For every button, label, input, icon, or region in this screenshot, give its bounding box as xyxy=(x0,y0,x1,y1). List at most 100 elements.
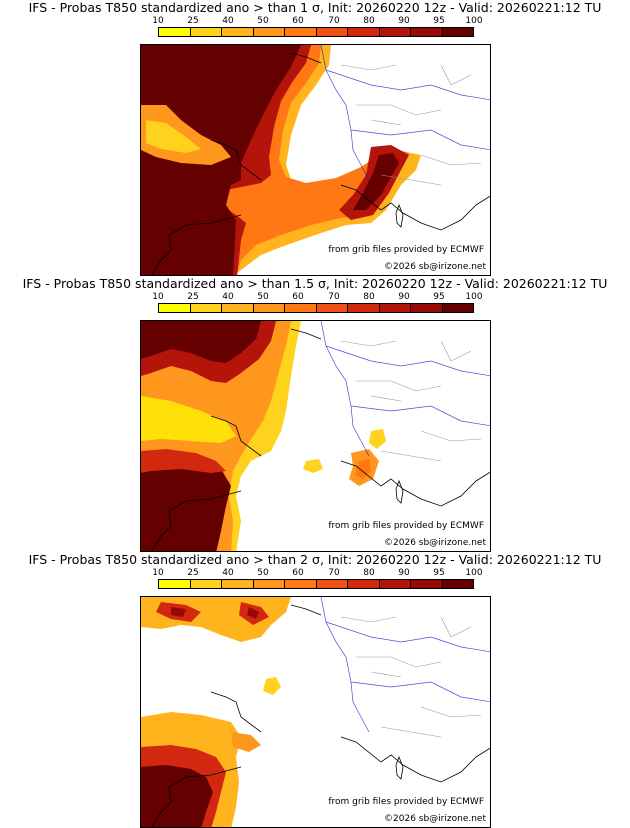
prob-field-west-max xyxy=(141,765,213,827)
region-borders xyxy=(340,616,482,738)
legend-tick: 25 xyxy=(187,16,199,26)
legend-tick-labels: 10 25 40 50 60 70 80 90 95 100 xyxy=(152,292,482,302)
prob-field-south xyxy=(303,459,323,473)
legend-swatch xyxy=(316,28,348,36)
legend-tick: 40 xyxy=(222,16,234,26)
probability-map: from grib files provided by ECMWF ©2026 … xyxy=(140,44,491,276)
legend-swatch xyxy=(442,28,473,36)
country-borders xyxy=(320,321,490,457)
legend-swatch xyxy=(411,304,443,312)
legend-swatch xyxy=(442,580,473,588)
island-corsica xyxy=(395,479,404,504)
legend-swatch xyxy=(379,304,411,312)
region-borders xyxy=(340,340,482,462)
legend-swatch xyxy=(159,580,191,588)
legend-swatch xyxy=(285,304,317,312)
legend-swatch xyxy=(316,304,348,312)
copyright-credit: ©2026 sb@irizone.net xyxy=(384,538,486,548)
map-panel-3: IFS - Probas T850 standardized ano > tha… xyxy=(0,552,630,828)
legend-tick-labels: 10 25 40 50 60 70 80 90 95 100 xyxy=(152,568,482,578)
legend-tick: 90 xyxy=(398,292,410,302)
prob-field-atlantic xyxy=(141,396,236,443)
legend-swatch xyxy=(379,580,411,588)
legend-tick: 80 xyxy=(363,16,375,26)
prob-field-north-max xyxy=(171,607,259,619)
legend-swatch xyxy=(285,580,317,588)
legend-tick: 40 xyxy=(222,292,234,302)
map-graphic xyxy=(141,45,490,275)
coastline xyxy=(151,52,490,275)
legend-tick-labels: 10 25 40 50 60 70 80 90 95 100 xyxy=(152,16,482,26)
legend-swatch xyxy=(190,304,222,312)
legend-tick: 100 xyxy=(465,568,483,578)
probability-map: from grib files provided by ECMWF ©2026 … xyxy=(140,320,491,552)
data-source-credit: from grib files provided by ECMWF xyxy=(328,521,484,531)
legend-swatch xyxy=(253,580,285,588)
panel-title: IFS - Probas T850 standardized ano > tha… xyxy=(28,0,602,15)
map-panel-1: IFS - Probas T850 standardized ano > tha… xyxy=(0,0,630,276)
color-legend-bar xyxy=(158,303,474,313)
legend-tick: 25 xyxy=(187,292,199,302)
island-corsica xyxy=(395,203,404,228)
legend-tick: 50 xyxy=(257,568,269,578)
legend-swatch xyxy=(348,304,380,312)
map-panel-2: IFS - Probas T850 standardized ano > tha… xyxy=(0,276,630,552)
prob-field-north-core xyxy=(156,602,269,625)
legend-swatch xyxy=(411,28,443,36)
probability-map: from grib files provided by ECMWF ©2026 … xyxy=(140,596,491,828)
legend-tick: 95 xyxy=(433,16,445,26)
data-source-credit: from grib files provided by ECMWF xyxy=(328,797,484,807)
color-legend-bar xyxy=(158,579,474,589)
prob-field-alps-core xyxy=(353,153,399,210)
legend-tick: 60 xyxy=(292,568,304,578)
legend-swatch xyxy=(379,28,411,36)
prob-field-sw-coast xyxy=(231,732,261,752)
legend-swatch xyxy=(253,28,285,36)
legend-swatch xyxy=(222,304,254,312)
prob-field-centre xyxy=(263,677,281,695)
map-graphic xyxy=(141,321,490,551)
legend-tick: 50 xyxy=(257,292,269,302)
prob-field-atlantic xyxy=(141,105,231,165)
legend-swatch xyxy=(190,580,222,588)
legend-swatch xyxy=(348,580,380,588)
legend-tick: 60 xyxy=(292,292,304,302)
coastline xyxy=(151,328,490,551)
legend-tick: 70 xyxy=(328,16,340,26)
panel-title: IFS - Probas T850 standardized ano > tha… xyxy=(28,552,602,567)
legend-tick: 10 xyxy=(152,16,164,26)
legend-tick: 60 xyxy=(292,16,304,26)
legend-tick: 100 xyxy=(465,16,483,26)
legend-tick: 80 xyxy=(363,292,375,302)
legend-tick: 10 xyxy=(152,568,164,578)
island-corsica xyxy=(395,755,404,780)
prob-field-east xyxy=(369,429,386,449)
legend-swatch xyxy=(222,580,254,588)
country-borders xyxy=(320,45,490,181)
legend-tick: 40 xyxy=(222,568,234,578)
legend-tick: 25 xyxy=(187,568,199,578)
legend-tick: 50 xyxy=(257,16,269,26)
legend-swatch xyxy=(190,28,222,36)
legend-tick: 10 xyxy=(152,292,164,302)
prob-field-sw-edge xyxy=(141,449,226,473)
legend-swatch xyxy=(442,304,473,312)
copyright-credit: ©2026 sb@irizone.net xyxy=(384,814,486,824)
coastline xyxy=(151,604,490,827)
legend-tick: 95 xyxy=(433,292,445,302)
prob-field-atlantic-core xyxy=(146,120,201,153)
region-borders xyxy=(340,64,482,186)
legend-swatch xyxy=(159,304,191,312)
legend-swatch xyxy=(316,580,348,588)
color-legend-bar xyxy=(158,27,474,37)
map-graphic xyxy=(141,597,490,827)
prob-field-alps-core xyxy=(355,459,371,479)
legend-swatch xyxy=(222,28,254,36)
legend-swatch xyxy=(285,28,317,36)
copyright-credit: ©2026 sb@irizone.net xyxy=(384,262,486,272)
legend-tick: 70 xyxy=(328,568,340,578)
legend-tick: 90 xyxy=(398,16,410,26)
legend-swatch xyxy=(159,28,191,36)
legend-tick: 80 xyxy=(363,568,375,578)
data-source-credit: from grib files provided by ECMWF xyxy=(328,245,484,255)
